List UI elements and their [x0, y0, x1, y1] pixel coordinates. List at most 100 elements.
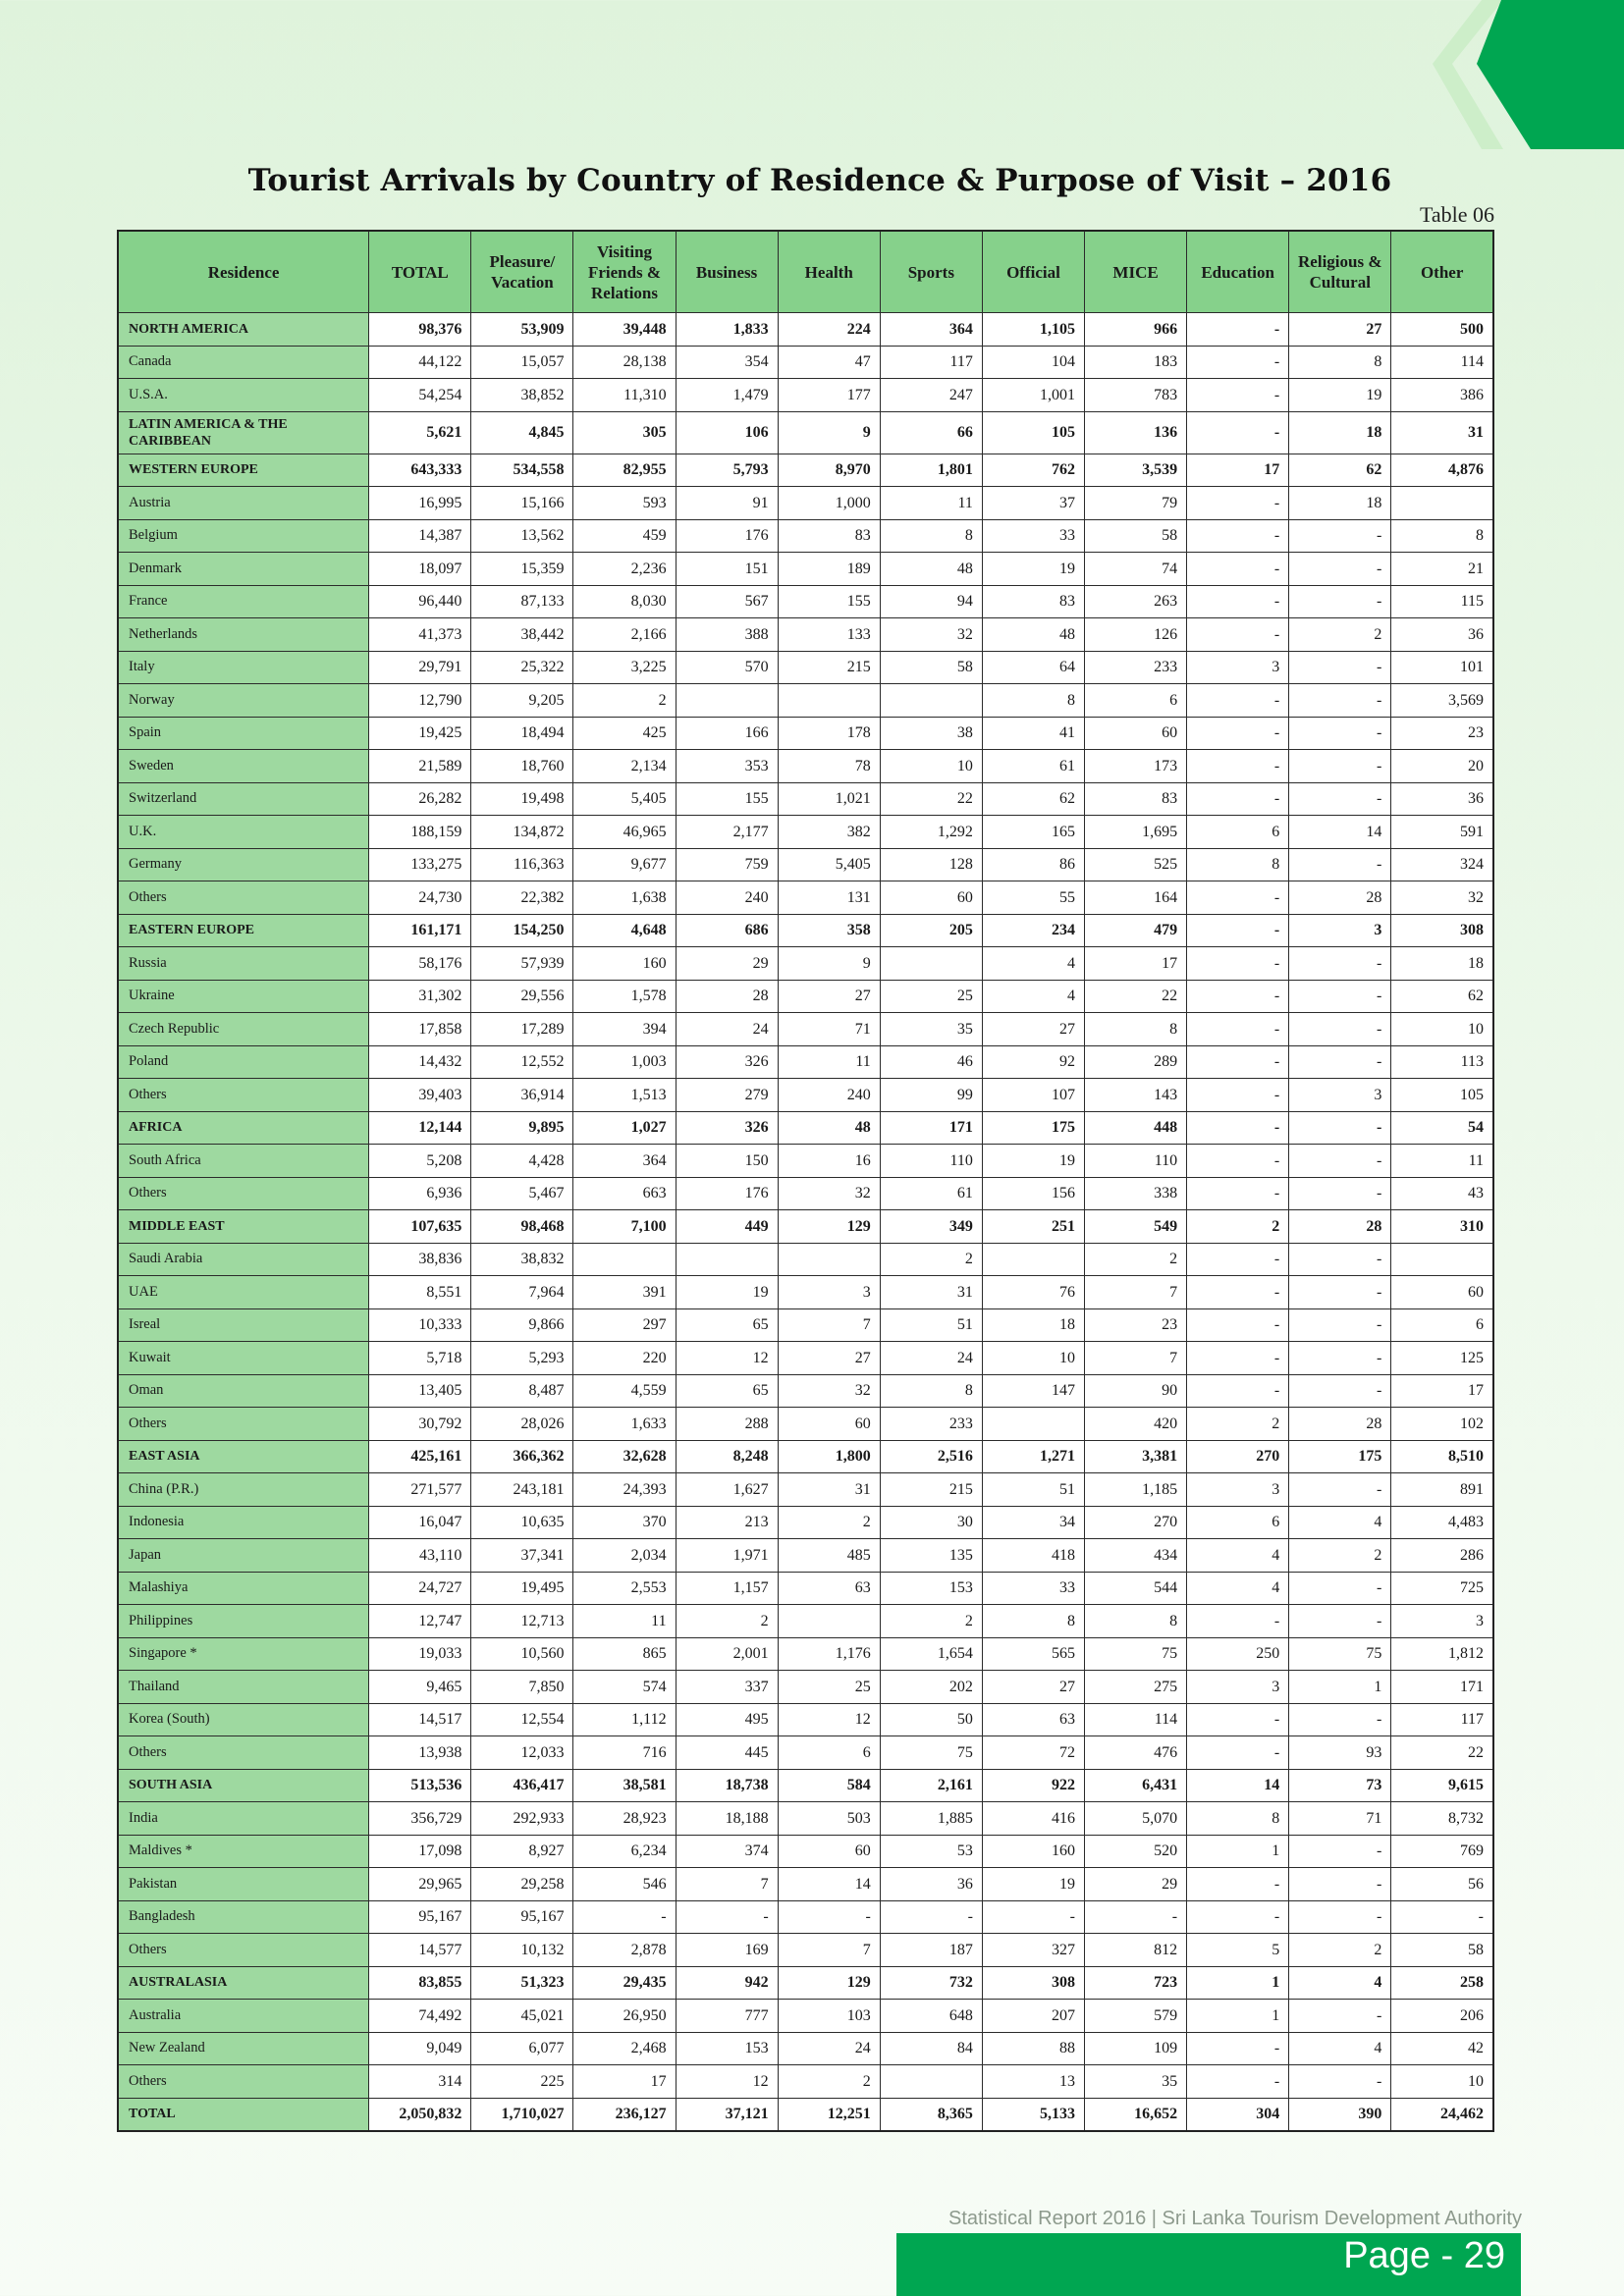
page-title: Tourist Arrivals by Country of Residence…: [247, 163, 1392, 198]
value-cell: 449: [675, 1209, 779, 1244]
value-cell: 570: [675, 650, 779, 684]
table-row: Thailand 9,465 7,850 574 337 25 202 27 275 3 1 171: [117, 1670, 1494, 1704]
value-cell: 82,955: [572, 453, 677, 487]
value-cell: 2: [675, 1604, 779, 1638]
value-cell: -: [1186, 584, 1290, 618]
value-cell: 1,633: [572, 1407, 677, 1441]
value-cell: 48: [777, 1110, 881, 1145]
value-cell: 4,876: [1390, 453, 1494, 487]
header-religious: Religious & Cultural: [1288, 230, 1392, 313]
value-cell: 18: [981, 1308, 1086, 1342]
value-cell: 99: [879, 1078, 983, 1112]
table-group-row: MIDDLE EAST 107,635 98,468 7,100 449 129 349 25…: [117, 1209, 1494, 1244]
residence-cell: Australia: [117, 1999, 370, 2033]
residence-cell: Spain: [117, 716, 370, 750]
value-cell: 171: [1390, 1670, 1494, 1704]
value-cell: 16,047: [368, 1505, 472, 1539]
value-cell: 2,001: [675, 1636, 779, 1671]
value-cell: 3: [1186, 650, 1290, 684]
value-cell: 247: [879, 378, 983, 412]
value-cell: 165: [981, 815, 1086, 849]
value-cell: 60: [777, 1834, 881, 1868]
value-cell: 3: [1186, 1670, 1290, 1704]
value-cell: 337: [675, 1670, 779, 1704]
value-cell: -: [1288, 1604, 1392, 1638]
value-cell: 565: [981, 1636, 1086, 1671]
residence-cell: Kuwait: [117, 1341, 370, 1375]
value-cell: 18: [1390, 946, 1494, 981]
value-cell: 2: [1288, 1538, 1392, 1573]
residence-cell: Others: [117, 1933, 370, 1967]
value-cell: 14,432: [368, 1044, 472, 1079]
value-cell: 8: [1288, 345, 1392, 379]
value-cell: -: [1186, 881, 1290, 915]
value-cell: 88: [981, 2031, 1086, 2065]
value-cell: 5,405: [777, 847, 881, 881]
value-cell: 26,950: [572, 1999, 677, 2033]
value-cell: 366,362: [470, 1439, 574, 1473]
value-cell: 60: [1390, 1275, 1494, 1309]
value-cell: 48: [981, 617, 1086, 652]
value-cell: -: [1186, 552, 1290, 586]
value-cell: 2: [879, 1604, 983, 1638]
header-residence: Residence: [117, 230, 370, 313]
value-cell: 1,027: [572, 1110, 677, 1145]
value-cell: 133,275: [368, 847, 472, 881]
value-cell: 1: [1288, 1670, 1392, 1704]
value-cell: 32: [777, 1373, 881, 1408]
value-cell: 10: [1390, 1012, 1494, 1046]
value-cell: [981, 1407, 1086, 1441]
table-row: Others 6,936 5,467 663 176 32 61 156 338- -43: [117, 1176, 1494, 1210]
value-cell: 62: [981, 781, 1086, 816]
value-cell: 53,909: [470, 312, 574, 347]
value-cell: 243,181: [470, 1472, 574, 1507]
value-cell: -: [1186, 1078, 1290, 1112]
value-cell: 95,167: [368, 1899, 472, 1934]
value-cell: 41: [981, 716, 1086, 750]
value-cell: 107: [981, 1078, 1086, 1112]
value-cell: 38,836: [368, 1242, 472, 1276]
value-cell: 6,936: [368, 1176, 472, 1210]
residence-cell: Others: [117, 1407, 370, 1441]
value-cell: 23: [1390, 716, 1494, 750]
value-cell: 3: [1390, 1604, 1494, 1638]
value-cell: 1,885: [879, 1801, 983, 1836]
value-cell: -: [1186, 1044, 1290, 1079]
residence-cell: Pakistan: [117, 1867, 370, 1901]
value-cell: 160: [981, 1834, 1086, 1868]
value-cell: 354: [675, 345, 779, 379]
value-cell: 6: [1186, 815, 1290, 849]
value-cell: 83,855: [368, 1965, 472, 2000]
value-cell: 1,513: [572, 1078, 677, 1112]
table-group-row: AUSTRALASIA 83,855 51,323 29,435 942 129 732 30…: [117, 1965, 1494, 2000]
value-cell: 22: [1083, 979, 1188, 1013]
value-cell: 5: [1186, 1933, 1290, 1967]
table-row: Sweden 21,589 18,760 2,134 353 78 10 61 173- -20: [117, 749, 1494, 783]
value-cell: -: [1288, 847, 1392, 881]
value-cell: 1,695: [1083, 815, 1188, 849]
value-cell: 54,254: [368, 378, 472, 412]
value-cell: 74,492: [368, 1999, 472, 2033]
value-cell: 175: [981, 1110, 1086, 1145]
value-cell: 544: [1083, 1571, 1188, 1605]
table-row: Bangladesh 95,167 95,167- - - - - - - - -: [117, 1899, 1494, 1934]
value-cell: 9,049: [368, 2031, 472, 2065]
value-cell: 305: [572, 410, 677, 454]
value-cell: 95,167: [470, 1899, 574, 1934]
value-cell: 18,738: [675, 1768, 779, 1802]
residence-cell: New Zealand: [117, 2031, 370, 2065]
value-cell: 93: [1288, 1735, 1392, 1770]
value-cell: 13,405: [368, 1373, 472, 1408]
value-cell: -: [1186, 345, 1290, 379]
value-cell: -: [1186, 410, 1290, 454]
page-number-box: Page - 29: [896, 2233, 1521, 2296]
value-cell: 29,791: [368, 650, 472, 684]
value-cell: 9: [777, 410, 881, 454]
value-cell: 20: [1390, 749, 1494, 783]
value-cell: -: [1186, 716, 1290, 750]
value-cell: 19: [981, 552, 1086, 586]
value-cell: 643,333: [368, 453, 472, 487]
value-cell: 4,483: [1390, 1505, 1494, 1539]
value-cell: 11: [879, 486, 983, 520]
value-cell: 136: [1083, 410, 1188, 454]
